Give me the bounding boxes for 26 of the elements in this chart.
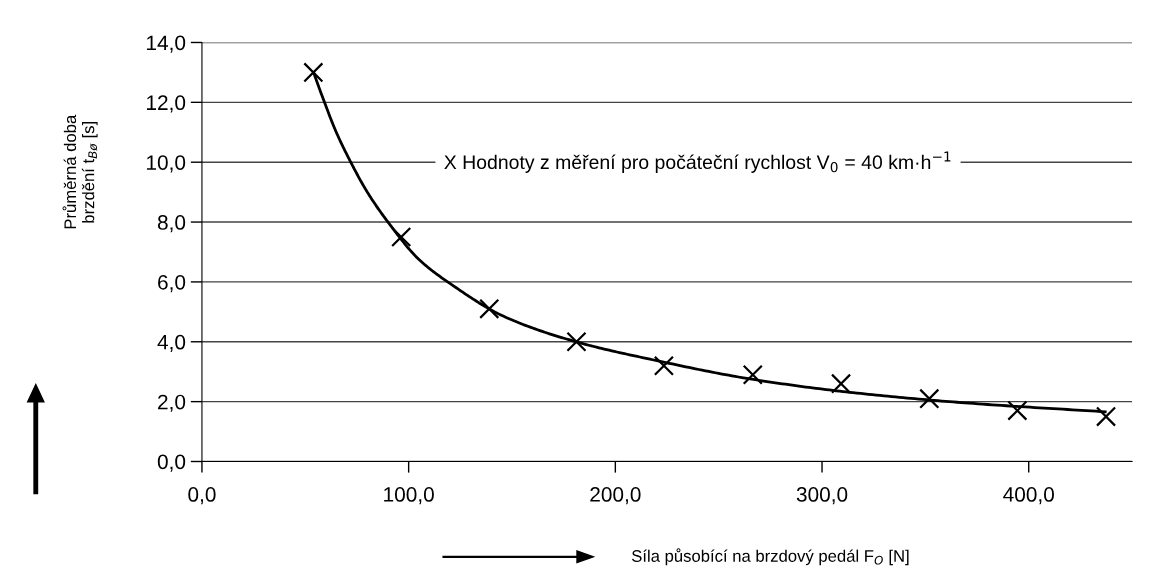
- x-tick-label: 400,0: [1003, 487, 1054, 505]
- point: [303, 62, 324, 83]
- point: [1095, 406, 1117, 427]
- y-axis-title: Průměrná doba brzdění t$_{Bø}$ [s]: [62, 114, 98, 229]
- x-tick-label: 0,0: [188, 487, 216, 505]
- point: [1007, 400, 1028, 421]
- x-axis-title: Síla působící na brzdový pedál F$_{O}$ [N]: [632, 548, 909, 566]
- y-tick-label: 2,0: [158, 394, 186, 412]
- point: [391, 226, 412, 248]
- x-tick-label: 300,0: [796, 487, 848, 505]
- y-tick-label: 4,0: [157, 334, 186, 352]
- y-tick-label: 0,0: [157, 454, 186, 472]
- point: [830, 373, 852, 394]
- point: [479, 298, 500, 319]
- y-tick-label: 10,0: [147, 155, 186, 173]
- y-tick-label: 8,0: [157, 215, 186, 233]
- x-tick-label: 100,0: [384, 487, 434, 505]
- y-tick-label: 14,0: [147, 35, 186, 53]
- point: [653, 355, 675, 376]
- y-tick-label: 12,0: [147, 95, 186, 113]
- y-tick-label: 6,0: [158, 274, 186, 293]
- point: [566, 331, 587, 352]
- point: [919, 388, 940, 409]
- point: [742, 364, 763, 385]
- annotation: X Hodnoty z měření pro počáteční rychlost V$_{0}$ = 40 km·h$^{−1}$: [444, 151, 951, 173]
- x-tick-label: 200,0: [590, 487, 641, 505]
